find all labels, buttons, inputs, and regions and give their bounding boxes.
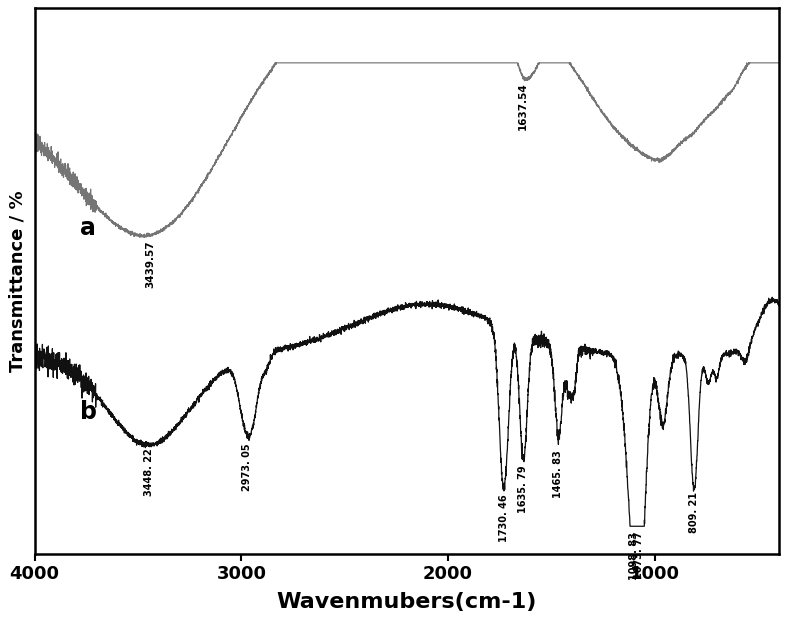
- Text: 3439.57: 3439.57: [146, 241, 156, 288]
- Text: a: a: [80, 216, 96, 239]
- Text: 1635. 79: 1635. 79: [519, 465, 528, 513]
- Text: 809. 21: 809. 21: [689, 492, 699, 533]
- Text: 1730. 46: 1730. 46: [499, 494, 508, 542]
- Text: 1465. 83: 1465. 83: [553, 450, 563, 498]
- Text: 1073. 77: 1073. 77: [634, 532, 645, 579]
- Text: 3448. 22: 3448. 22: [144, 448, 153, 495]
- Text: 2973. 05: 2973. 05: [242, 443, 252, 491]
- X-axis label: Wavenmubers(cm-1): Wavenmubers(cm-1): [276, 591, 537, 612]
- Text: 1637.54: 1637.54: [518, 82, 528, 130]
- Text: 1098. 83: 1098. 83: [630, 532, 639, 580]
- Y-axis label: Transmittance / %: Transmittance / %: [9, 190, 26, 372]
- Text: b: b: [80, 399, 97, 423]
